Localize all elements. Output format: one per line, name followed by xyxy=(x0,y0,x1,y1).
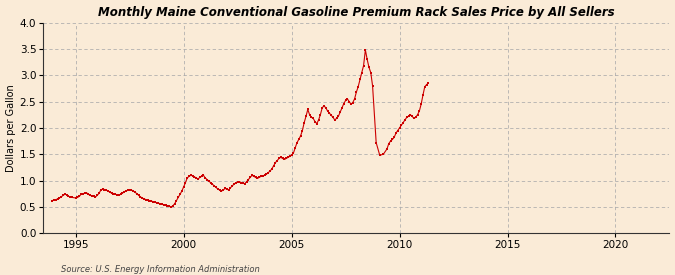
Text: Source: U.S. Energy Information Administration: Source: U.S. Energy Information Administ… xyxy=(61,265,259,274)
Title: Monthly Maine Conventional Gasoline Premium Rack Sales Price by All Sellers: Monthly Maine Conventional Gasoline Prem… xyxy=(98,6,615,18)
Y-axis label: Dollars per Gallon: Dollars per Gallon xyxy=(5,84,16,172)
